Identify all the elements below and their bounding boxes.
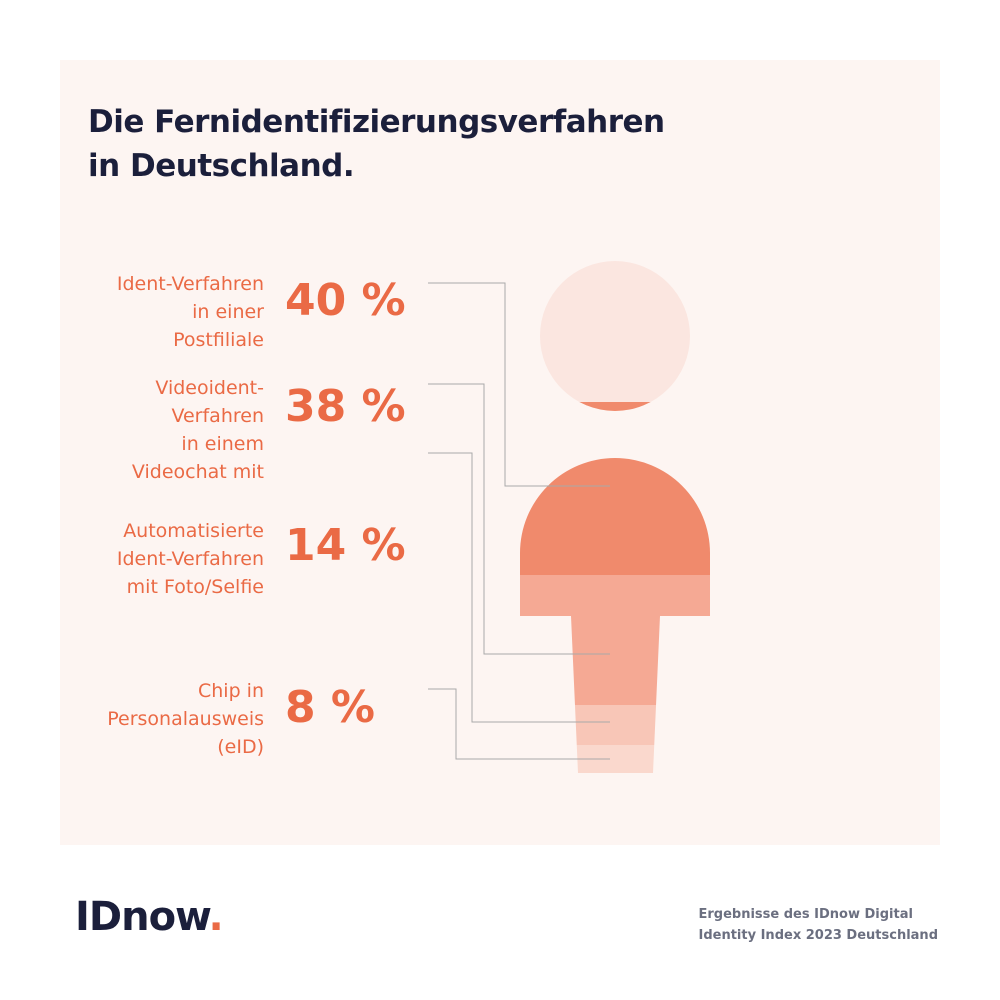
leader-line-videoident (428, 383, 610, 655)
segment-videoident (520, 575, 710, 705)
head-circle (540, 261, 690, 411)
label-line: Ident-Verfahren (116, 273, 264, 295)
head-icon (540, 261, 690, 411)
label-line: Automatisierte (123, 520, 264, 542)
chart-title: Die Fernidentifizierungsverfahren in Deu… (88, 100, 788, 188)
segment-postfiliale (520, 458, 710, 575)
value-label-eid: 8 % (285, 682, 376, 733)
segment-automatisiert (520, 705, 710, 745)
value-label-videoident: 38 % (285, 381, 406, 432)
category-label-eid: Chip in Personalausweis (eID) (107, 677, 264, 761)
label-line: Verfahren (171, 405, 264, 427)
source-note: Ergebnisse des IDnow Digital Identity In… (699, 904, 939, 946)
leader-line-automatisiert (428, 452, 610, 723)
category-label-videoident: Videoident- Verfahren in einem Videochat… (132, 374, 264, 486)
logo-dot: . (208, 894, 223, 940)
label-line: (eID) (217, 736, 264, 758)
label-line: Videochat mit (131, 461, 264, 483)
category-label-postfiliale: Ident-Verfahren in einer Postfiliale (117, 270, 264, 354)
label-line: Videoident- (155, 377, 264, 399)
label-line: in einem (181, 433, 264, 455)
source-line-1: Ergebnisse des IDnow Digital (698, 907, 913, 922)
value-label-postfiliale: 40 % (285, 275, 406, 326)
leader-line-eid (428, 688, 610, 760)
category-label-automatisiert: Automatisierte Ident-Verfahren mit Foto/… (117, 517, 264, 601)
value-label-automatisiert: 14 % (285, 520, 406, 571)
infographic-panel (60, 60, 940, 845)
leader-lines (428, 282, 610, 760)
body-segments (520, 458, 710, 773)
head-band-segment (540, 402, 690, 411)
label-line: Personalausweis (107, 708, 264, 730)
idnow-logo: IDnow. (75, 892, 224, 942)
label-line: in einer (192, 301, 264, 323)
label-line: mit Foto/Selfie (126, 576, 264, 598)
label-line: Ident-Verfahren (116, 548, 264, 570)
segment-eid (520, 745, 710, 773)
label-line: Postfiliale (173, 329, 264, 351)
source-line-2: Identity Index 2023 Deutschland (698, 928, 939, 943)
title-line-2: in Deutschland. (88, 148, 355, 184)
title-line-1: Die Fernidentifizierungsverfahren (88, 104, 665, 140)
leader-line-postfiliale (428, 282, 610, 487)
logo-text: IDnow (75, 894, 209, 940)
label-line: Chip in (197, 680, 264, 702)
